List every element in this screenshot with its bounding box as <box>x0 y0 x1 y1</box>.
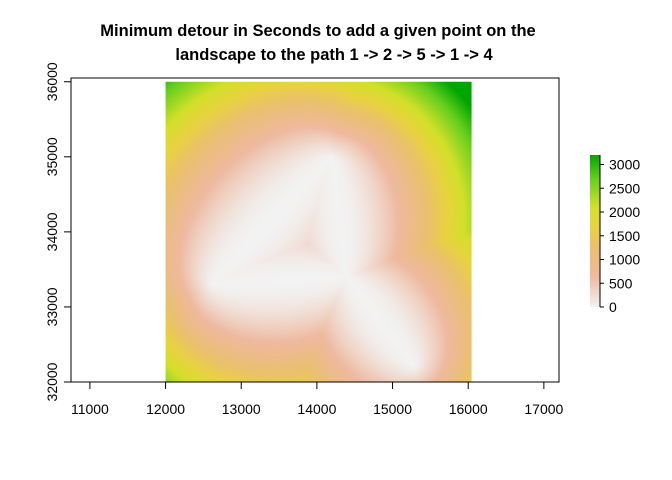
x-tick-label-12000: 12000 <box>146 401 185 417</box>
y-tick-label-36000: 36000 <box>44 62 60 101</box>
colorbar-tick-label-2500: 2500 <box>609 180 640 196</box>
colorbar-tick-label-3000: 3000 <box>609 157 640 173</box>
y-axis: 32000 33000 34000 35000 36000 <box>44 62 72 401</box>
colorbar-gradient <box>590 155 600 307</box>
x-tick-label-16000: 16000 <box>449 401 488 417</box>
colorbar-tick-label-2000: 2000 <box>609 204 640 220</box>
x-tick-label-11000: 11000 <box>71 401 109 417</box>
colorbar-tick-label-1500: 1500 <box>609 228 640 244</box>
y-tick-label-32000: 32000 <box>44 362 60 401</box>
colorbar-legend: 0 500 1000 1500 2000 2500 3000 <box>590 155 640 315</box>
x-axis: 11000 12000 13000 14000 15000 16000 17000 <box>71 381 564 417</box>
colorbar-tick-label-500: 500 <box>609 275 633 291</box>
colorbar-tick-label-0: 0 <box>609 299 617 315</box>
x-tick-label-14000: 14000 <box>297 401 336 417</box>
y-tick-label-34000: 34000 <box>44 212 60 251</box>
chart-title-line-2: landscape to the path 1 -> 2 -> 5 -> 1 -… <box>175 46 493 64</box>
chart-title-line-1: Minimum detour in Seconds to add a given… <box>100 22 535 40</box>
heatmap-image <box>165 81 472 382</box>
colorbar-ticks: 0 500 1000 1500 2000 2500 3000 <box>599 155 640 315</box>
y-tick-label-35000: 35000 <box>44 137 60 176</box>
x-tick-label-17000: 17000 <box>524 401 563 417</box>
x-tick-label-13000: 13000 <box>222 401 261 417</box>
colorbar-tick-label-1000: 1000 <box>609 252 640 268</box>
x-tick-label-15000: 15000 <box>373 401 412 417</box>
y-tick-label-33000: 33000 <box>44 287 60 326</box>
heatmap-raster <box>165 81 472 382</box>
